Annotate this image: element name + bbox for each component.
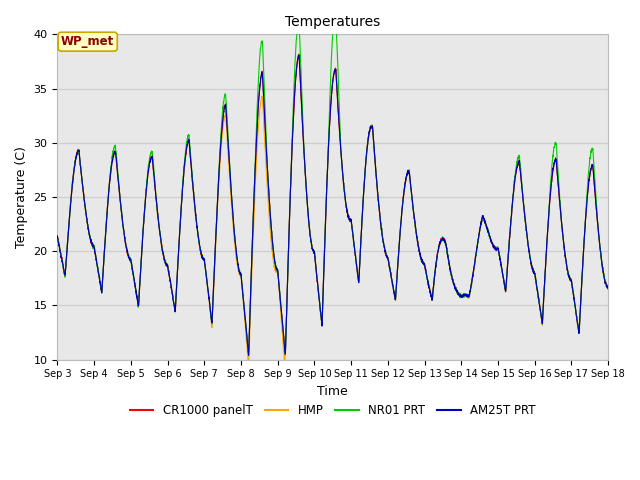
Text: WP_met: WP_met <box>61 35 115 48</box>
X-axis label: Time: Time <box>317 385 348 398</box>
Y-axis label: Temperature (C): Temperature (C) <box>15 146 28 248</box>
Legend: CR1000 panelT, HMP, NR01 PRT, AM25T PRT: CR1000 panelT, HMP, NR01 PRT, AM25T PRT <box>125 400 540 422</box>
Title: Temperatures: Temperatures <box>285 15 380 29</box>
